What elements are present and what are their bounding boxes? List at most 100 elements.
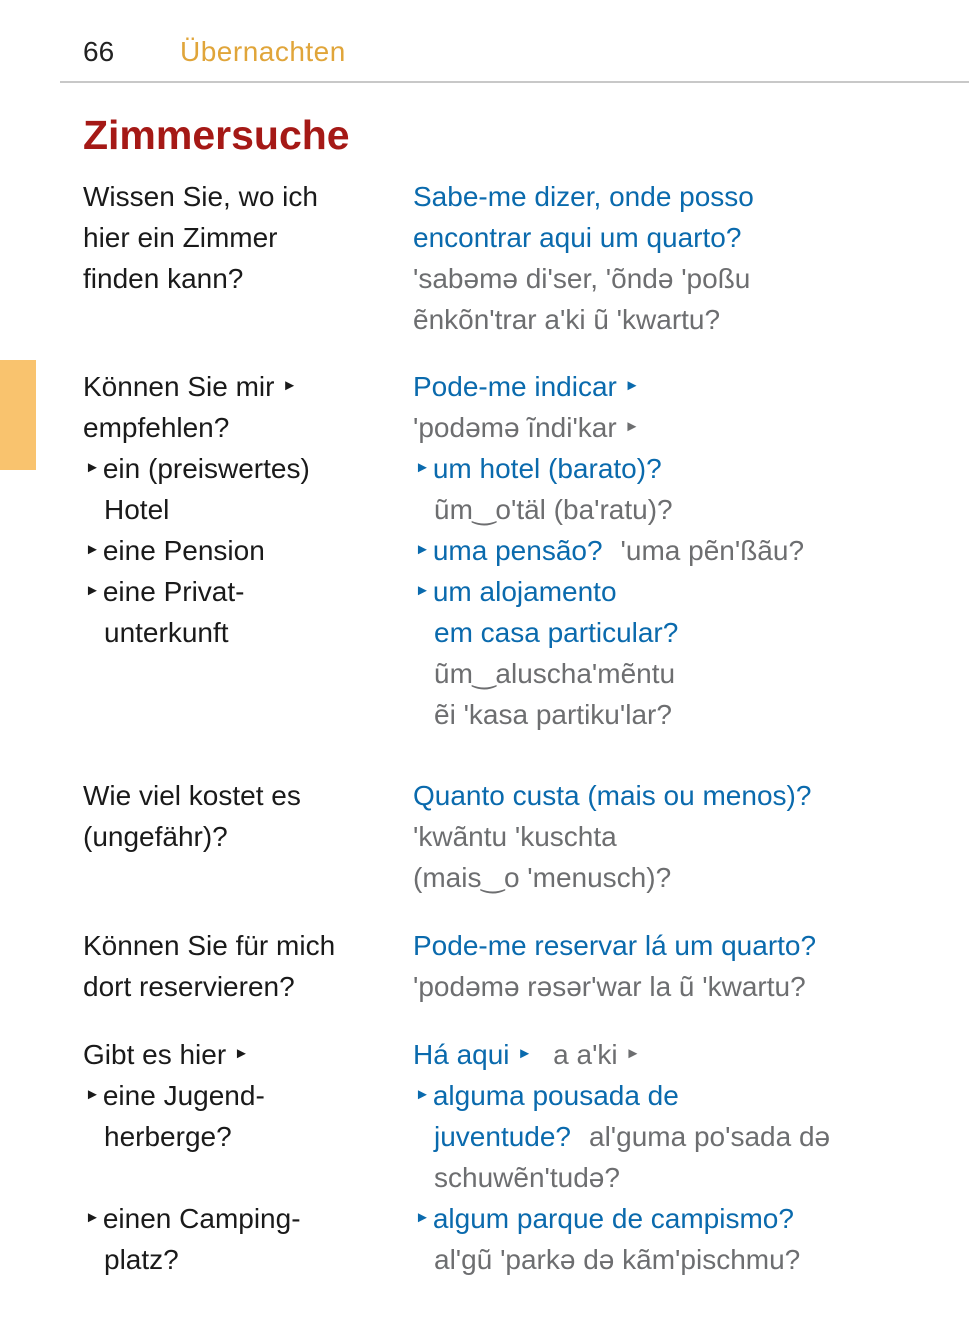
portuguese-line: schuwẽn'tudə? bbox=[434, 1157, 620, 1198]
german-line: finden kann? bbox=[83, 258, 243, 299]
portuguese-line: 'podəmə ĩndi'kar ► bbox=[413, 407, 642, 448]
triangle-right-icon: ► bbox=[85, 1209, 100, 1227]
pronunciation: ũm‿aluscha'mẽntu bbox=[434, 658, 676, 689]
page-number: 66 bbox=[83, 36, 115, 67]
portuguese-line: (mais‿o 'menusch)? bbox=[413, 857, 671, 898]
portuguese-line: ► uma pensão? 'uma pẽn'ßãu? bbox=[415, 530, 804, 571]
portuguese-phrase: uma pensão? bbox=[432, 535, 603, 566]
portuguese-phrase: um hotel (barato)? bbox=[432, 453, 662, 484]
section-title: Zimmersuche bbox=[83, 112, 350, 158]
portuguese-line: ẽnkõn'trar a'ki ũ 'kwartu? bbox=[413, 299, 720, 340]
portuguese-line: 'podəmə rəsər'war la ũ 'kwartu? bbox=[413, 966, 806, 1007]
german-line: Wissen Sie, wo ich bbox=[83, 176, 318, 217]
chapter-title: Übernachten bbox=[180, 36, 346, 67]
portuguese-line: ũm‿aluscha'mẽntu bbox=[434, 653, 675, 694]
portuguese-line: Sabe-me dizer, onde posso bbox=[413, 176, 754, 217]
german-line: Können Sie für mich bbox=[83, 925, 335, 966]
portuguese-phrase: Quanto custa (mais ou menos)? bbox=[413, 780, 812, 811]
portuguese-phrase: Sabe-me dizer, onde posso bbox=[413, 181, 754, 212]
portuguese-line: ẽi 'kasa partiku'lar? bbox=[434, 694, 672, 735]
german-line: ► eine Privat- bbox=[85, 571, 244, 612]
german-line: empfehlen? bbox=[83, 407, 229, 448]
german-line: dort reservieren? bbox=[83, 966, 295, 1007]
portuguese-line: ► um alojamento bbox=[415, 571, 617, 612]
german-line: Wie viel kostet es bbox=[83, 775, 301, 816]
triangle-right-icon: ► bbox=[85, 582, 100, 600]
portuguese-line: juventude? al'guma po'sada də bbox=[434, 1116, 830, 1157]
pronunciation: al'guma po'sada də bbox=[589, 1121, 831, 1152]
triangle-right-icon: ► bbox=[415, 459, 430, 477]
german-line: ► einen Camping- bbox=[85, 1198, 301, 1239]
triangle-right-icon: ► bbox=[415, 541, 430, 559]
pronunciation: ẽnkõn'trar a'ki ũ 'kwartu? bbox=[413, 304, 721, 335]
portuguese-phrase: encontrar aqui um quarto? bbox=[413, 222, 742, 253]
german-line: (ungefähr)? bbox=[83, 816, 228, 857]
portuguese-line: ũm‿o'täl (ba'ratu)? bbox=[434, 489, 673, 530]
pronunciation: 'podəmə rəsər'war la ũ 'kwartu? bbox=[413, 971, 806, 1002]
pronunciation: (mais‿o 'menusch)? bbox=[413, 862, 672, 893]
portuguese-phrase: alguma pousada de bbox=[432, 1080, 679, 1111]
triangle-right-icon: ► bbox=[624, 418, 640, 436]
triangle-right-icon: ► bbox=[85, 459, 100, 477]
portuguese-line: Pode-me reservar lá um quarto? bbox=[413, 925, 816, 966]
pronunciation: 'sabəmə di'ser, 'õndə 'poßu bbox=[413, 263, 751, 294]
german-phrase: unterkunft bbox=[104, 617, 229, 648]
header-divider bbox=[60, 81, 969, 83]
triangle-right-icon: ► bbox=[233, 1045, 249, 1063]
pronunciation: al'gũ 'parkə də kãm'pischmu? bbox=[434, 1244, 801, 1275]
portuguese-phrase: algum parque de campismo? bbox=[432, 1203, 794, 1234]
german-phrase: eine Privat- bbox=[102, 576, 245, 607]
portuguese-phrase: juventude? bbox=[434, 1121, 572, 1152]
portuguese-phrase: em casa particular? bbox=[434, 617, 679, 648]
german-phrase: einen Camping- bbox=[102, 1203, 301, 1234]
portuguese-line: 'kwãntu 'kuschta bbox=[413, 816, 617, 857]
portuguese-line: Quanto custa (mais ou menos)? bbox=[413, 775, 811, 816]
pronunciation: ẽi 'kasa partiku'lar? bbox=[434, 699, 672, 730]
portuguese-line: Há aqui ► a a'ki ► bbox=[413, 1034, 643, 1075]
portuguese-phrase: Pode-me indicar bbox=[413, 371, 625, 402]
triangle-right-icon: ► bbox=[415, 582, 430, 600]
german-line: hier ein Zimmer bbox=[83, 217, 277, 258]
german-line: herberge? bbox=[104, 1116, 232, 1157]
triangle-right-icon: ► bbox=[517, 1045, 533, 1063]
german-phrase: Können Sie mir bbox=[83, 371, 283, 402]
german-phrase: Können Sie für mich bbox=[83, 930, 336, 961]
german-phrase: herberge? bbox=[104, 1121, 232, 1152]
german-line: Gibt es hier ► bbox=[83, 1034, 252, 1075]
triangle-right-icon: ► bbox=[85, 1086, 100, 1104]
german-phrase: Wissen Sie, wo ich bbox=[83, 181, 318, 212]
pronunciation: 'kwãntu 'kuschta bbox=[413, 821, 617, 852]
portuguese-line: 'sabəmə di'ser, 'õndə 'poßu bbox=[413, 258, 750, 299]
pronunciation: 'podəmə ĩndi'kar bbox=[413, 412, 625, 443]
german-phrase: ein (preiswertes) bbox=[102, 453, 310, 484]
portuguese-line: ► algum parque de campismo? bbox=[415, 1198, 794, 1239]
portuguese-line: Pode-me indicar ► bbox=[413, 366, 643, 407]
pronunciation: schuwẽn'tudə? bbox=[434, 1162, 620, 1193]
pronunciation: ũm‿o'täl (ba'ratu)? bbox=[434, 494, 673, 525]
german-phrase: eine Pension bbox=[102, 535, 265, 566]
triangle-right-icon: ► bbox=[415, 1086, 430, 1104]
portuguese-phrase: um alojamento bbox=[432, 576, 617, 607]
pronunciation: 'uma pẽn'ßãu? bbox=[620, 535, 805, 566]
german-phrase: platz? bbox=[104, 1244, 179, 1275]
portuguese-line: encontrar aqui um quarto? bbox=[413, 217, 741, 258]
portuguese-phrase: Pode-me reservar lá um quarto? bbox=[413, 930, 817, 961]
german-line: ► eine Jugend- bbox=[85, 1075, 265, 1116]
german-phrase: hier ein Zimmer bbox=[83, 222, 278, 253]
portuguese-line: em casa particular? bbox=[434, 612, 678, 653]
german-line: ► ein (preiswertes) bbox=[85, 448, 310, 489]
german-line: platz? bbox=[104, 1239, 179, 1280]
german-line: Können Sie mir ► bbox=[83, 366, 300, 407]
triangle-right-icon: ► bbox=[625, 1045, 641, 1063]
triangle-right-icon: ► bbox=[282, 377, 298, 395]
german-phrase: finden kann? bbox=[83, 263, 244, 294]
german-line: Hotel bbox=[104, 489, 169, 530]
portuguese-line: al'gũ 'parkə də kãm'pischmu? bbox=[434, 1239, 800, 1280]
german-phrase: dort reservieren? bbox=[83, 971, 295, 1002]
portuguese-line: ► um hotel (barato)? bbox=[415, 448, 662, 489]
german-phrase: Wie viel kostet es bbox=[83, 780, 301, 811]
triangle-right-icon: ► bbox=[85, 541, 100, 559]
pronunciation: a a'ki bbox=[553, 1039, 626, 1070]
triangle-right-icon: ► bbox=[415, 1209, 430, 1227]
german-line: ► eine Pension bbox=[85, 530, 265, 571]
